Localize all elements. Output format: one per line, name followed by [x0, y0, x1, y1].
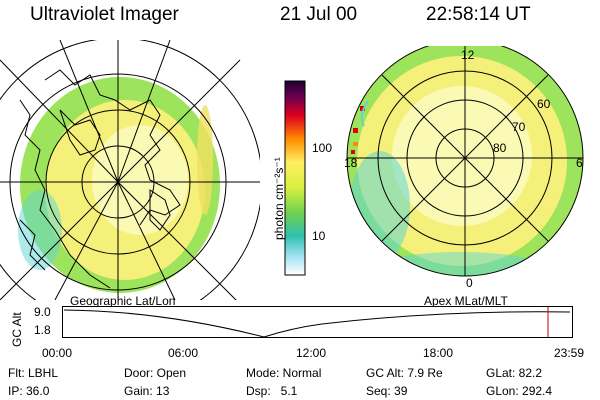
dsp-status: Dsp: 5.1: [246, 384, 298, 398]
colorbar-label: photon cm⁻²s⁻¹: [272, 157, 286, 240]
orbit-ylabel: GC Alt: [10, 312, 24, 347]
mode-status: Mode: Normal: [246, 366, 322, 380]
mlt-6-label: 6: [576, 156, 583, 170]
orbit-altitude-curve: [63, 309, 571, 338]
geographic-map: [0, 40, 260, 300]
coastlines: [19, 69, 181, 289]
apex-map: [346, 46, 584, 277]
glon-status: GLon: 292.4: [486, 384, 553, 398]
mlat-grid: [346, 46, 584, 277]
ip-status: IP: 36.0: [8, 384, 50, 398]
colorbar-tick-100: 100: [312, 141, 333, 155]
mlat-60-label: 60: [537, 97, 551, 111]
orbit-x-tick-0: 00:00: [42, 346, 73, 360]
longitude-grid: [0, 40, 260, 300]
mlt-18-label: 18: [344, 156, 358, 170]
orbit-x-tick-3: 18:00: [423, 346, 454, 360]
aurora-bright-spot: [351, 100, 369, 154]
seq-status: Seq: 39: [366, 384, 408, 398]
orbit-y-top: 9.0: [34, 305, 51, 319]
date-label: 21 Jul 00: [280, 4, 358, 25]
instrument-title: Ultraviolet Imager: [30, 4, 179, 25]
glat-status: GLat: 82.2: [486, 366, 543, 380]
orbit-altitude-plot: [62, 306, 573, 338]
mlat-80-label: 80: [493, 141, 507, 155]
orbit-x-tick-2: 12:00: [296, 346, 327, 360]
colorbar: [284, 80, 306, 276]
mlat-70-label: 70: [512, 120, 526, 134]
mlt-0-label: 0: [466, 276, 473, 290]
orbit-x-tick-1: 06:00: [168, 346, 199, 360]
geographic-caption: Geographic Lat/Lon: [70, 294, 176, 308]
mlt-12-label: 12: [461, 48, 475, 62]
filter-status: Flt: LBHL: [8, 366, 59, 380]
orbit-y-bottom: 1.8: [34, 323, 51, 337]
colorbar-tick-10: 10: [312, 229, 326, 243]
orbit-x-tick-4: 23:59: [554, 346, 585, 360]
door-status: Door: Open: [124, 366, 187, 380]
apex-caption: Apex MLat/MLT: [424, 294, 508, 308]
gc-alt-status: GC Alt: 7.9 Re: [366, 366, 443, 380]
time-label: 22:58:14 UT: [426, 4, 531, 25]
gain-status: Gain: 13: [124, 384, 170, 398]
